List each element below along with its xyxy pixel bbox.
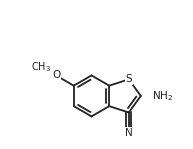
Text: CH$_3$: CH$_3$: [31, 60, 51, 74]
Text: S: S: [125, 74, 132, 84]
Text: N: N: [125, 128, 133, 138]
Text: NH$_2$: NH$_2$: [152, 89, 173, 103]
Text: O: O: [52, 70, 60, 80]
